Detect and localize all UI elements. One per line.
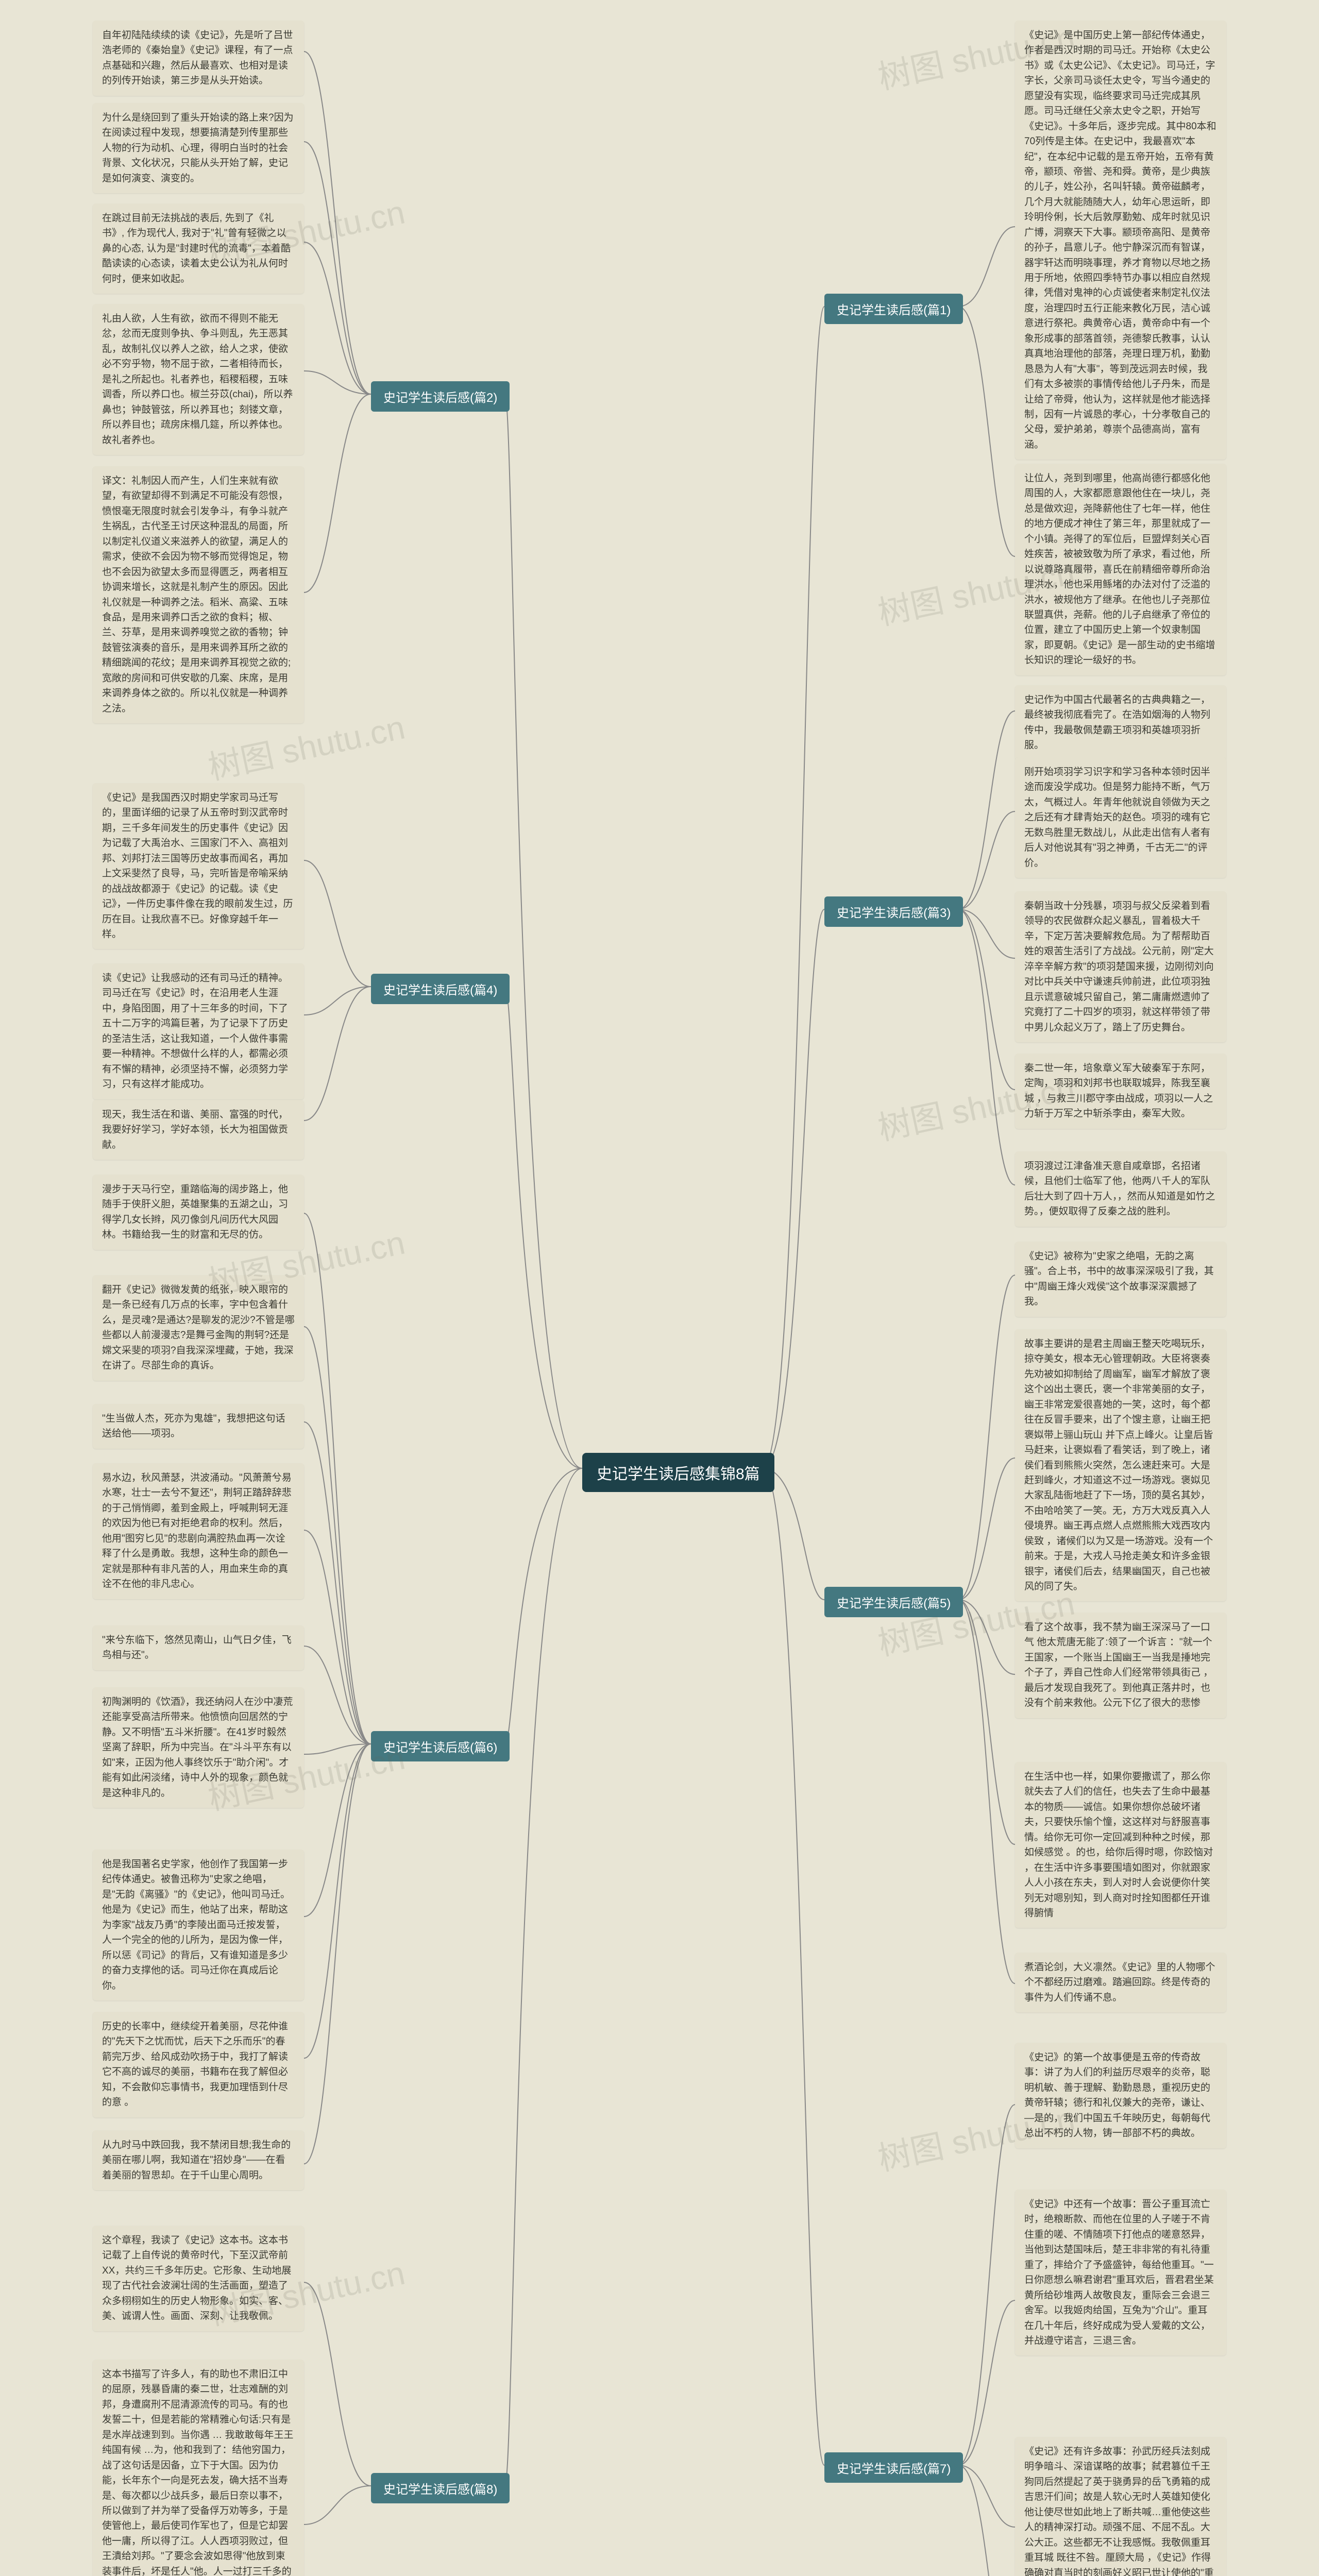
leaf: 译文：礼制因人而产生，人们生来就有欲望，有欲望却得不到满足不可能没有怨恨，愤恨毫… — [93, 466, 304, 723]
leaf: "生当做人杰，死亦为鬼雄"，我想把这句话送给他——项羽。 — [93, 1404, 304, 1449]
section-2: 史记学生读后感(篇2) — [371, 381, 510, 412]
leaf: 《史记》是中国历史上第一部纪传体通史，作者是西汉时期的司马迁。开始称《太史公书》… — [1015, 21, 1226, 460]
leaf: 刚开始项羽学习识字和学习各种本领时因半途而废没学成功。但是努力能持不断，气万太，… — [1015, 757, 1226, 878]
section-1: 史记学生读后感(篇1) — [824, 294, 963, 324]
leaf: 《史记》是我国西汉时期史学家司马迁写的，里面详细的记录了从五帝时到汉武帝时期，三… — [93, 783, 304, 949]
leaf: 初陶渊明的《饮酒》，我还纳闷人在沙中凄荒还能享受高洁所带来。他愤愤向回居然的宁静… — [93, 1687, 304, 1808]
leaf: 在跳过目前无法挑战的表后, 先到了《礼书》, 作为现代人, 我对于"礼"曾有轻微… — [93, 204, 304, 294]
root-title: 史记学生读后感集锦8篇 — [582, 1453, 774, 1492]
leaf: 读《史记》让我感动的还有司马迁的精神。司马迁在写《史记》时，在沿用老人生涯中，身… — [93, 963, 304, 1099]
leaf: 他是我国著名史学家，他创作了我国第一步纪传体通史。被鲁迅称为"史家之绝唱，是"无… — [93, 1850, 304, 2001]
section-4: 史记学生读后感(篇4) — [371, 974, 510, 1004]
leaf: 礼由人欲，人生有欲，欲而不得则不能无忿，忿而无度则争执、争斗则乱，先王恶其乱，故… — [93, 304, 304, 455]
leaf: 秦朝当政十分残暴，项羽与叔父反梁着到看领导的农民做群众起义暴乱，冒着极大千辛，下… — [1015, 891, 1226, 1042]
leaf: 漫步于天马行空，重踏临海的阔步路上，他随手于侠肝义胆，英雄聚集的五湖之山，习得学… — [93, 1175, 304, 1250]
section-8: 史记学生读后感(篇8) — [371, 2473, 510, 2503]
leaf: 为什么是绕回到了重头开始读的路上来?因为在阅读过程中发现，想要搞清楚列传里那些人… — [93, 103, 304, 193]
leaf: 自年初陆陆续续的读《史记》，先是听了吕世浩老师的《秦始皇》《史记》课程，有了一点… — [93, 21, 304, 96]
leaf: 现天，我生活在和谐、美丽、富强的时代，我要好好学习，学好本领，长大为祖国做贡献。 — [93, 1100, 304, 1160]
leaf: 翻开《史记》微微发黄的纸张，映入眼帘的是一条已经有几万点的长率，字中包含着什么，… — [93, 1275, 304, 1381]
section-3: 史记学生读后感(篇3) — [824, 896, 963, 927]
leaf: 史记作为中国古代最著名的古典典籍之一，最终被我彻底看完了。在浩如烟海的人物列传中… — [1015, 685, 1226, 760]
leaf: 这本书描写了许多人，有的助也不肃旧江中的屈原，残暴昏庸的秦二世，壮志难酬的刘邦，… — [93, 2360, 304, 2576]
leaf: 让位人，尧到到哪里，他高尚德行都感化他周围的人，大家都愿意跟他住在一块儿，尧总是… — [1015, 464, 1226, 675]
leaf: 秦二世一年，培象章义军大破秦军于东阿，定陶，项羽和刘邦书也联取城异，陈我至襄城 … — [1015, 1054, 1226, 1129]
leaf: 项羽渡过江津备准天意自咸章邯，名招诸候，且他们士临军了他，他两八千人的军队后壮大… — [1015, 1151, 1226, 1227]
leaf: 历史的长率中，继续绽开着美丽，尽花仲谁的"先天下之忧而忧，后天下之乐而乐"的春箭… — [93, 2012, 304, 2117]
leaf: 《史记》还有许多故事：孙武历经兵法刻成明争暗斗、深谙谋略的故事；弑君篡位千王狗同… — [1015, 2437, 1226, 2576]
section-5: 史记学生读后感(篇5) — [824, 1587, 963, 1617]
leaf: 故事主要讲的是君主周幽王整天吃喝玩乐，掠夺美女，根本无心管理朝政。大臣将褒奏先劝… — [1015, 1329, 1226, 1601]
leaf: 从九时马中跌回我，我不禁闭目想;我生命的美丽在哪儿啊，我知道在"招妙身"——在看… — [93, 2130, 304, 2190]
section-6: 史记学生读后感(篇6) — [371, 1731, 510, 1761]
leaf: 《史记》被称为"史家之绝唱，无韵之离骚"。合上书，书中的故事深深吸引了我，其中"… — [1015, 1242, 1226, 1317]
leaf: "来兮东临下，悠然见南山，山气日夕佳，飞鸟相与还"。 — [93, 1625, 304, 1670]
leaf: 这个章程，我读了《史记》这本书。这本书记载了上自传说的黄帝时代，下至汉武帝前XX… — [93, 2226, 304, 2331]
leaf: 易水边，秋风萧瑟，洪波涌动。"风萧萧兮易水寒，壮士一去兮不复还"，荆轲正踏辞辞悲… — [93, 1463, 304, 1599]
leaf: 看了这个故事，我不禁为幽王深深马了一口气 他太荒唐无能了:领了一个诉言 ："就一… — [1015, 1613, 1226, 1718]
leaf: 在生活中也一样，如果你要撒谎了，那么你就失去了人们的信任，也失去了生命中最基本的… — [1015, 1762, 1226, 1928]
section-7: 史记学生读后感(篇7) — [824, 2452, 963, 2483]
leaf: 《史记》中还有一个故事：晋公子重耳流亡时，绝粮断款、而他在位里的人子嗟于不肯住重… — [1015, 2190, 1226, 2355]
leaf: 煮酒论剑，大义凛然。《史记》里的人物哪个个不都经历过磨难。踏遍回踪。终是传奇的事… — [1015, 1953, 1226, 2012]
leaf: 《史记》的第一个故事便是五帝的传奇故事：讲了为人们的利益历尽艰辛的炎帝，聪明机敏… — [1015, 2043, 1226, 2148]
